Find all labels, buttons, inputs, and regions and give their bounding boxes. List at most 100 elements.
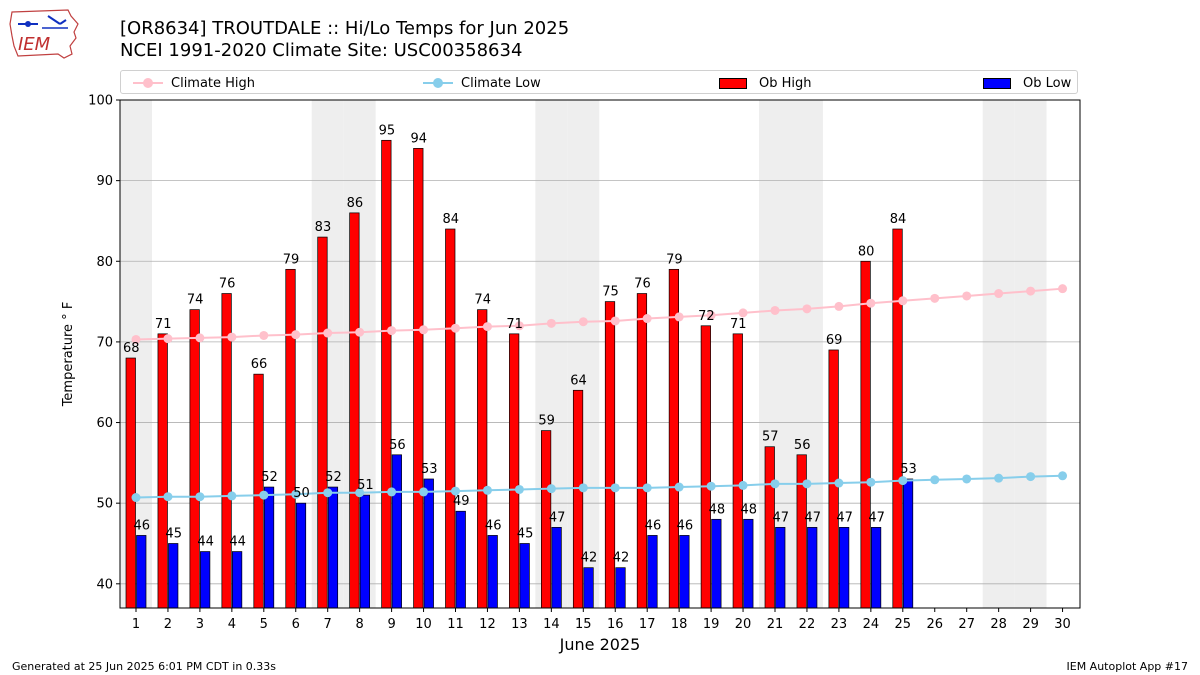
climate-high-point (514, 321, 524, 331)
ob-low-swatch (983, 77, 1011, 89)
climate-high-point (355, 327, 365, 337)
x-tick-label: 28 (990, 617, 1007, 632)
ob-low-bar (839, 527, 850, 609)
ob-low-bar (902, 478, 914, 609)
ob-low-label: 45 (517, 526, 534, 541)
climate-low-point (323, 488, 333, 498)
ob-high-bar (285, 268, 296, 609)
climate-high-point (546, 318, 556, 328)
ob-high-label: 71 (730, 317, 747, 332)
climate-high-point (131, 334, 141, 344)
ob-low-bar (200, 551, 211, 609)
ob-low-label: 51 (357, 478, 374, 493)
ob-low-bar (615, 567, 626, 609)
climate-high-swatch (133, 76, 163, 90)
ob-high-bar (381, 139, 392, 609)
ob-low-bar (519, 543, 530, 609)
title-line-2: NCEI 1991-2020 Climate Site: USC00358634 (120, 40, 523, 61)
climate-low-point (706, 481, 716, 491)
x-tick-label: 9 (387, 617, 395, 632)
climate-high-point (802, 304, 812, 314)
x-tick-label: 10 (415, 617, 432, 632)
climate-high-point (610, 316, 620, 326)
ob-high-label: 69 (826, 333, 843, 348)
climate-low-point (1026, 472, 1036, 482)
ob-high-label: 56 (794, 438, 811, 453)
x-tick-label: 8 (356, 617, 364, 632)
x-tick-label: 25 (895, 617, 912, 632)
climate-low-point (866, 477, 876, 487)
ob-low-bar (359, 494, 370, 609)
title-line-1: [OR8634] TROUTDALE :: Hi/Lo Temps for Ju… (120, 18, 570, 39)
y-tick-label: 50 (96, 497, 113, 512)
climate-high-point (898, 296, 908, 306)
climate-high-point (578, 317, 588, 327)
ob-low-label: 53 (421, 462, 438, 477)
x-tick-label: 12 (479, 617, 496, 632)
iem-logo: IEM (8, 6, 82, 60)
x-tick-label: 16 (607, 617, 624, 632)
ob-low-bar (551, 527, 562, 609)
climate-low-point (163, 492, 173, 502)
ob-low-bar (136, 535, 147, 609)
ob-low-label: 42 (613, 551, 630, 566)
climate-low-point (355, 488, 365, 498)
ob-high-bar (700, 325, 711, 609)
x-tick-label: 26 (926, 617, 943, 632)
ob-high-label: 57 (762, 430, 779, 445)
x-tick-label: 4 (228, 617, 236, 632)
ob-low-label: 46 (133, 518, 150, 533)
x-tick-label: 2 (164, 617, 172, 632)
ob-low-bar (583, 567, 594, 609)
ob-high-label: 83 (315, 220, 332, 235)
ob-high-bar (796, 454, 807, 609)
ob-low-bar (711, 518, 722, 609)
climate-low-point (195, 492, 205, 502)
legend-item-ob-high: Ob High (719, 74, 812, 92)
climate-low-point (994, 473, 1004, 483)
ob-high-bar (413, 148, 424, 609)
climate-high-line (135, 287, 1063, 341)
climate-high-point (482, 322, 492, 332)
y-tick-label: 70 (96, 335, 113, 350)
ob-high-label: 68 (123, 341, 140, 356)
ob-high-label: 74 (187, 293, 204, 308)
ob-low-bar (263, 486, 275, 609)
climate-high-point (259, 330, 269, 340)
ob-low-label: 46 (677, 518, 694, 533)
weekend-band (982, 100, 1015, 608)
ob-high-label: 84 (442, 212, 459, 227)
ob-high-label: 64 (570, 373, 587, 388)
y-tick-label: 60 (96, 416, 113, 431)
ob-low-label: 46 (485, 518, 502, 533)
ob-low-label: 45 (165, 526, 182, 541)
y-tick-label: 80 (96, 255, 113, 270)
climate-low-point (131, 493, 141, 503)
weekend-band (567, 100, 600, 608)
ob-high-label: 79 (283, 252, 300, 267)
x-tick-label: 20 (735, 617, 752, 632)
ob-high-label: 84 (890, 212, 907, 227)
weekend-band (343, 100, 376, 608)
ob-low-bar (487, 535, 498, 609)
ob-high-bar (189, 309, 200, 609)
ob-high-label: 76 (219, 277, 236, 292)
x-tick-label: 7 (324, 617, 332, 632)
ob-low-label: 52 (325, 470, 342, 485)
legend-label-ob-low: Ob Low (1023, 75, 1072, 91)
x-tick-label: 3 (196, 617, 204, 632)
climate-high-point (227, 332, 237, 342)
x-tick-label: 13 (511, 617, 528, 632)
ob-low-label: 46 (645, 518, 662, 533)
x-tick-label: 21 (767, 617, 784, 632)
ob-high-label: 86 (347, 196, 364, 211)
ob-high-label: 95 (379, 123, 396, 138)
plot-frame (119, 99, 1081, 609)
ob-low-label: 42 (581, 551, 598, 566)
ob-low-label: 50 (293, 486, 310, 501)
ob-high-label: 72 (698, 309, 715, 324)
ob-high-bar (509, 333, 520, 609)
x-tick-label: 6 (292, 617, 300, 632)
climate-high-point (994, 289, 1004, 299)
